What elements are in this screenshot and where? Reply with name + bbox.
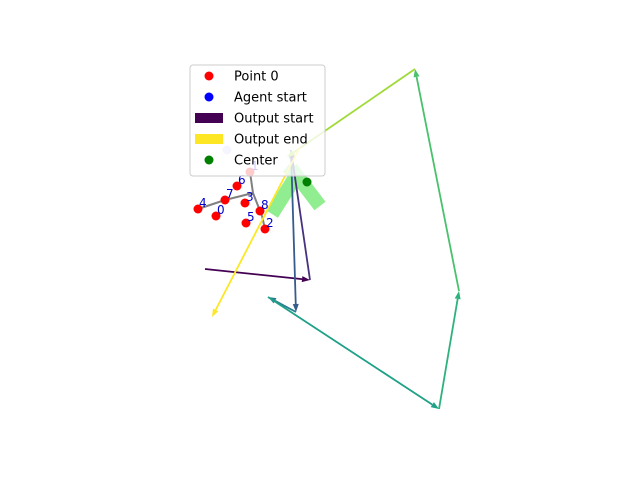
arrow-head-8	[212, 309, 218, 317]
point-label-0: 0	[217, 203, 225, 217]
point-label-3: 3	[246, 190, 254, 204]
legend-label-0: Point 0	[234, 70, 279, 85]
legend-marker-2	[195, 113, 223, 123]
legend-label-4: Center	[234, 154, 278, 169]
legend-marker-3	[195, 134, 223, 144]
arrow-head-4	[431, 402, 439, 409]
legend-marker-4	[205, 156, 214, 165]
legend-label-3: Output end	[234, 133, 308, 148]
legend-marker-1	[205, 93, 214, 102]
arrow-5	[439, 291, 461, 409]
center-marker	[303, 178, 312, 187]
arrow-shaft-3	[275, 301, 296, 312]
legend-label-2: Output start	[234, 112, 314, 127]
legend: Point 0 Agent start Output start Output end…	[190, 65, 325, 176]
point-label-8: 8	[261, 198, 269, 212]
arrow-shaft-4	[268, 297, 432, 405]
arrow-shaft-6	[417, 77, 459, 291]
arrow-shaft-5	[439, 299, 458, 409]
point-label-4: 4	[199, 196, 207, 210]
legend-marker-0	[205, 72, 214, 81]
arrow-shaft-0	[205, 269, 302, 279]
arrow-head-5	[455, 291, 461, 299]
arrow-6	[414, 69, 459, 291]
legend-label-1: Agent start	[234, 91, 307, 106]
arrow-4	[268, 297, 439, 409]
point-label-7: 7	[226, 187, 234, 201]
point-label-2: 2	[266, 216, 274, 230]
point-label-5: 5	[247, 210, 255, 224]
